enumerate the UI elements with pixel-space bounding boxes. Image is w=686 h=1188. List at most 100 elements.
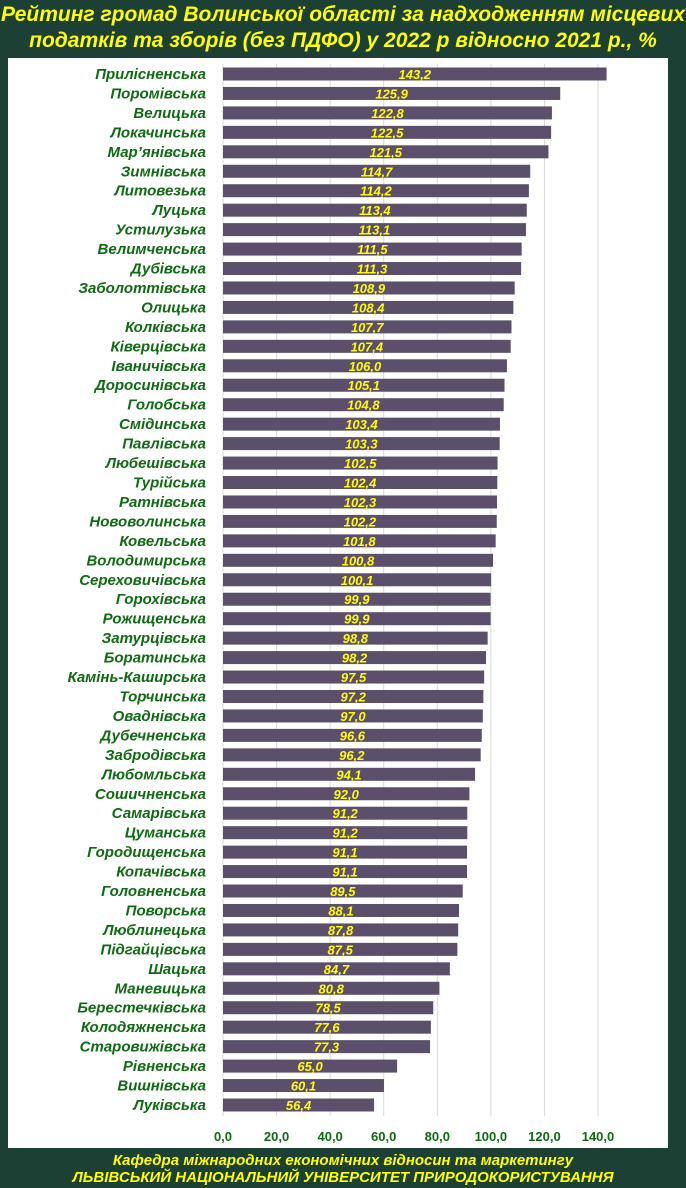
bar <box>223 262 522 276</box>
category-label: Ратнівська <box>119 494 206 511</box>
bar <box>223 398 504 412</box>
bar <box>223 145 549 159</box>
category-label: Городищенська <box>87 844 206 861</box>
bar <box>223 826 468 840</box>
bar <box>223 865 468 879</box>
category-label: Дубівська <box>129 261 206 278</box>
bar <box>223 495 498 509</box>
data-label: 92,0 <box>334 787 360 802</box>
footer-university: ЛЬВІВСЬКИЙ НАЦІОНАЛЬНИЙ УНІВЕРСИТЕТ ПРИР… <box>72 1169 614 1186</box>
category-label: Люблинецька <box>102 922 206 939</box>
data-label: 106,0 <box>349 359 382 374</box>
data-label: 60,1 <box>291 1079 316 1094</box>
category-label: Цуманська <box>125 825 206 842</box>
data-label: 108,4 <box>352 300 385 315</box>
data-label: 77,3 <box>314 1040 340 1055</box>
bar <box>223 359 507 373</box>
data-label: 97,0 <box>340 709 366 724</box>
category-label: Боратинська <box>104 650 206 667</box>
bar <box>223 728 482 742</box>
bar <box>223 223 526 237</box>
category-label: Луцька <box>151 202 206 219</box>
bar <box>223 806 468 820</box>
category-label: Мар’янівська <box>108 144 206 161</box>
data-label: 111,3 <box>357 262 388 277</box>
bar <box>223 1079 384 1093</box>
data-label: 114,2 <box>360 184 392 199</box>
category-label: Заболоттівська <box>78 280 206 297</box>
data-label: 94,1 <box>336 767 361 782</box>
bar <box>223 339 511 353</box>
category-label: Ківерцівська <box>110 338 206 355</box>
bar <box>223 689 484 703</box>
category-label: Оваднівська <box>113 708 206 725</box>
category-label: Шацька <box>148 961 206 978</box>
category-label: Рожищенська <box>103 611 206 628</box>
bar <box>223 67 607 81</box>
bar <box>223 981 440 995</box>
category-label: Сошичненська <box>95 786 206 803</box>
data-label: 91,1 <box>332 865 357 880</box>
data-label: 122,8 <box>371 106 404 121</box>
bar <box>223 884 463 898</box>
data-label: 100,8 <box>342 553 375 568</box>
data-label: 87,8 <box>328 923 354 938</box>
bar <box>223 631 488 645</box>
data-label: 121,5 <box>369 145 402 160</box>
bar <box>223 437 500 451</box>
x-tick-label: 20,0 <box>264 1129 289 1144</box>
bar <box>223 923 459 937</box>
bar <box>223 1001 434 1015</box>
bar <box>223 1098 375 1112</box>
bar <box>223 962 450 976</box>
category-label: Велимченська <box>98 241 206 258</box>
category-label: Зимнівська <box>121 163 206 180</box>
data-label: 101,8 <box>343 534 376 549</box>
bar <box>223 787 470 801</box>
bar <box>223 514 497 528</box>
category-label: Турійська <box>133 475 206 492</box>
data-label: 98,8 <box>343 631 369 646</box>
data-label: 104,8 <box>347 398 380 413</box>
data-label: 122,5 <box>371 125 404 140</box>
category-label: Доросинівська <box>93 377 206 394</box>
category-label: Рівненська <box>123 1058 206 1075</box>
bar <box>223 476 498 490</box>
x-tick-label: 40,0 <box>317 1129 342 1144</box>
data-label: 113,1 <box>359 223 391 238</box>
category-label: Маневицька <box>115 980 206 997</box>
data-label: 100,1 <box>341 573 374 588</box>
category-label: Литовезька <box>114 183 207 200</box>
category-label: Устилузька <box>115 222 206 239</box>
data-label: 102,4 <box>344 476 377 491</box>
bar <box>223 670 485 684</box>
data-label: 96,6 <box>340 728 366 743</box>
bar <box>223 164 531 178</box>
data-label: 65,0 <box>297 1059 323 1074</box>
bar <box>223 203 527 217</box>
data-label: 97,2 <box>341 689 367 704</box>
data-label: 113,4 <box>359 203 391 218</box>
footer-department: Кафедра міжнародних економічних відносин… <box>112 1152 574 1169</box>
category-label: Голобська <box>127 397 206 414</box>
data-label: 91,2 <box>332 806 358 821</box>
category-label: Велицька <box>133 105 206 122</box>
category-label: Луківська <box>132 1097 206 1114</box>
data-label: 78,5 <box>315 1001 341 1016</box>
x-tick-label: 80,0 <box>425 1129 450 1144</box>
category-label: Підгайцівська <box>101 941 206 958</box>
footer: Кафедра міжнародних економічних відносин… <box>0 1152 686 1186</box>
data-label: 97,5 <box>341 670 367 685</box>
category-label: Торчинська <box>119 688 206 705</box>
bar <box>223 612 491 626</box>
data-label: 99,9 <box>344 592 370 607</box>
bar <box>223 767 476 781</box>
category-label: Ковельська <box>119 533 206 550</box>
x-tick-label: 0,0 <box>214 1129 232 1144</box>
bar <box>223 106 552 120</box>
data-label: 103,3 <box>345 437 378 452</box>
category-label: Локачинська <box>110 124 206 141</box>
bar <box>223 184 529 198</box>
category-label: Смідинська <box>119 416 206 433</box>
